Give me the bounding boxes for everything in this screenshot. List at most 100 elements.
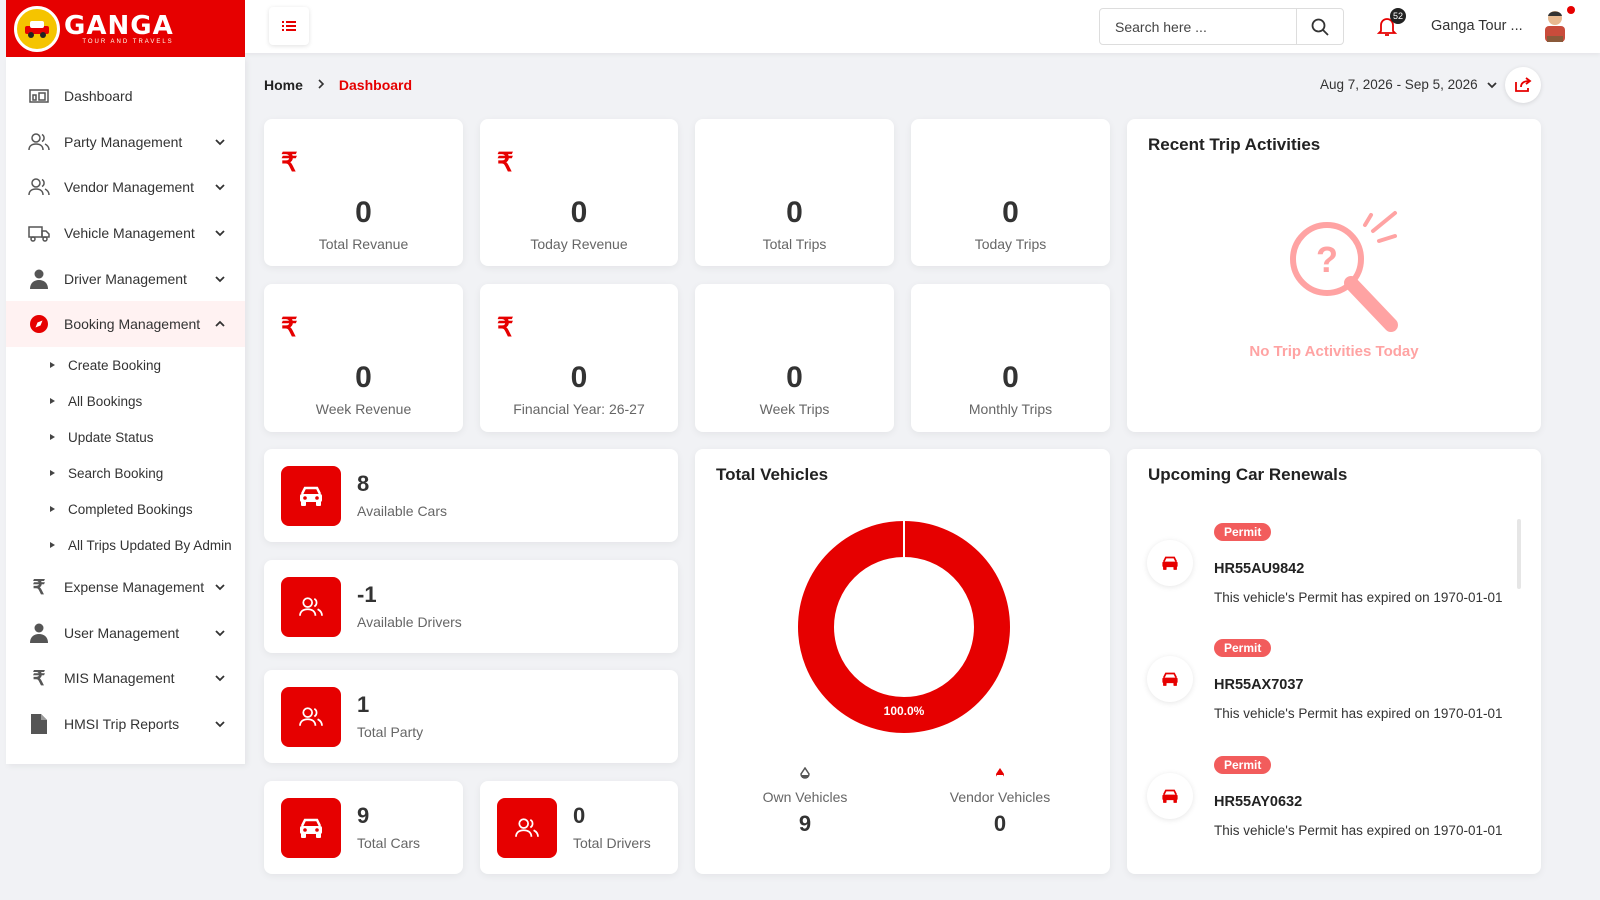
renewal-plate: HR55AX7037 [1214, 677, 1304, 693]
sidebar-item-driver-management[interactable]: Driver Management [6, 256, 245, 302]
chevron-down-icon [215, 584, 225, 591]
truck-icon [28, 222, 50, 244]
subnav-create-booking[interactable]: Create Booking [6, 347, 245, 383]
online-status-dot [1567, 6, 1575, 14]
stat-card-today-trips: 0 Today Trips [911, 119, 1110, 266]
chevron-up-icon [215, 320, 225, 327]
file-icon [28, 713, 50, 735]
chevron-right-icon [317, 78, 325, 92]
rupee-icon: ₹ [32, 667, 46, 690]
brand-logo[interactable]: GANGA TOUR AND TRAVELS [6, 0, 245, 57]
legend-vendor-vehicles: Vendor Vehicles 0 [920, 767, 1080, 837]
chevron-down-icon [1486, 81, 1497, 88]
mini-value: 1 [357, 692, 370, 717]
stat-card-financial-year: ₹ 0 Financial Year: 26-27 [480, 284, 678, 432]
sidebar-item-label: Expense Management [64, 579, 205, 595]
menu-toggle-button[interactable] [269, 7, 309, 45]
mini-value: 8 [357, 471, 370, 496]
stat-value: 0 [786, 196, 803, 229]
subnav-update-status[interactable]: Update Status [6, 419, 245, 455]
search-button[interactable] [1296, 9, 1343, 44]
sidebar-item-vendor-management[interactable]: Vendor Management [6, 164, 245, 210]
sidebar-item-expense-management[interactable]: ₹ Expense Management [6, 564, 245, 610]
card-title: Total Vehicles [716, 465, 829, 484]
sidebar-item-user-management[interactable]: User Management [6, 610, 245, 656]
stat-label: Week Trips [759, 401, 830, 417]
rupee-icon: ₹ [497, 147, 514, 177]
renewal-plate: HR55AU9842 [1214, 561, 1305, 577]
list-icon [282, 21, 296, 31]
subnav-all-bookings[interactable]: All Bookings [6, 383, 245, 419]
search-input[interactable] [1100, 9, 1296, 44]
renewal-item[interactable]: Permit HR55AX7037 This vehicle's Permit … [1147, 639, 1527, 739]
user-name[interactable]: Ganga Tour ... [1431, 18, 1523, 34]
car-icon [281, 798, 341, 858]
bullet-icon [50, 362, 55, 368]
sidebar-item-vehicle-management[interactable]: Vehicle Management [6, 210, 245, 256]
chevron-down-icon [215, 230, 225, 237]
card-title: Upcoming Car Renewals [1148, 465, 1348, 484]
stat-value: 0 [570, 361, 588, 394]
subnav-all-trips-updated[interactable]: All Trips Updated By Admin [6, 527, 245, 563]
stat-value: 0 [1002, 361, 1019, 394]
stat-card-today-revenue: ₹ 0 Today Revenue [480, 119, 678, 266]
car-icon [1147, 540, 1193, 586]
sidebar-item-booking-management[interactable]: Booking Management [6, 301, 245, 347]
sidebar-item-mis-management[interactable]: ₹ MIS Management [6, 655, 245, 701]
rupee-icon: ₹ [32, 576, 46, 599]
compass-icon [28, 313, 50, 335]
subnav-completed-bookings[interactable]: Completed Bookings [6, 491, 245, 527]
sidebar-item-party-management[interactable]: Party Management [6, 119, 245, 165]
search-icon [1311, 18, 1329, 36]
export-button[interactable] [1505, 67, 1541, 103]
stat-label: Monthly Trips [968, 401, 1053, 417]
date-range-picker[interactable]: Aug 7, 2026 - Sep 5, 2026 [1320, 77, 1498, 92]
bullet-icon [50, 470, 55, 476]
breadcrumb-home[interactable]: Home [264, 77, 303, 93]
chevron-down-icon [215, 184, 225, 191]
sidebar-item-hmsi-trip-reports[interactable]: HMSI Trip Reports [6, 701, 245, 747]
renewal-badge: Permit [1214, 523, 1272, 541]
bell-icon[interactable] [1375, 14, 1399, 38]
rupee-icon: ₹ [497, 312, 514, 342]
bullet-icon [50, 506, 55, 512]
stat-label: Total Revanue [318, 236, 409, 252]
bullet-icon [50, 542, 55, 548]
sidebar-item-label: Vendor Management [64, 179, 194, 195]
renewal-badge: Permit [1214, 639, 1272, 657]
users-icon [281, 577, 341, 637]
scrollbar[interactable] [1517, 519, 1521, 589]
mini-label: Total Cars [357, 835, 421, 851]
subnav-label: Completed Bookings [68, 501, 193, 517]
search-box [1099, 8, 1344, 45]
renewal-item[interactable]: Permit HR55AU9842 This vehicle's Permit … [1147, 523, 1527, 623]
mini-value: 9 [357, 803, 370, 828]
sidebar-item-dashboard[interactable]: Dashboard [6, 73, 245, 119]
renewal-plate: HR55AY0632 [1214, 794, 1303, 810]
sidebar-item-label: Dashboard [64, 88, 133, 104]
brand-tagline: TOUR AND TRAVELS [82, 38, 174, 45]
stat-label: Today Revenue [530, 236, 628, 252]
donut-percent-label: 100.0% [884, 704, 925, 718]
car-icon [1147, 773, 1193, 819]
subnav-label: Create Booking [68, 357, 162, 373]
bullet-icon [50, 434, 55, 440]
brand-name: GANGA [64, 10, 174, 41]
sidebar-item-label: MIS Management [64, 670, 175, 686]
recent-trips-card: Recent Trip Activities ? No Trip Activit… [1127, 119, 1541, 432]
stat-label: Total Trips [762, 236, 827, 252]
share-icon [1515, 77, 1532, 92]
users-icon [28, 131, 50, 153]
card-title: Recent Trip Activities [1148, 135, 1321, 154]
users-icon [497, 798, 557, 858]
avatar[interactable] [1537, 6, 1573, 46]
renewal-item[interactable]: Permit HR55AY0632 This vehicle's Permit … [1147, 756, 1527, 856]
subnav-search-booking[interactable]: Search Booking [6, 455, 245, 491]
donut-slice-own-vehicles [798, 521, 1010, 733]
stat-label: Week Revenue [315, 401, 412, 417]
mini-label: Available Cars [357, 503, 448, 519]
users-icon [28, 176, 50, 198]
dashboard-icon [28, 85, 50, 107]
mini-value: -1 [357, 582, 377, 607]
chevron-down-icon [215, 139, 225, 146]
